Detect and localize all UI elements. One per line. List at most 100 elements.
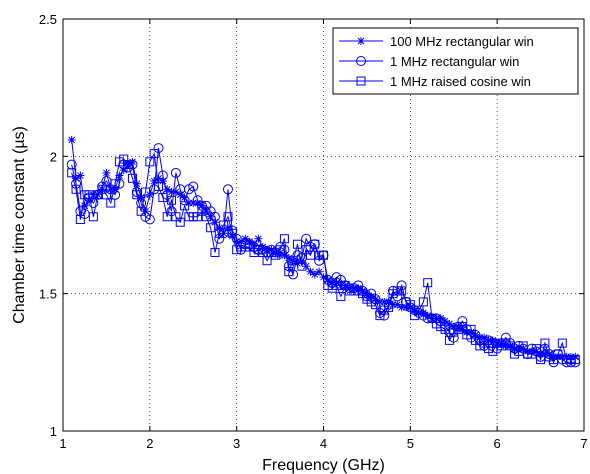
asterisk-marker (254, 234, 263, 243)
series-square (67, 149, 580, 365)
asterisk-marker (150, 177, 159, 186)
square-marker (223, 212, 233, 222)
asterisk-marker (232, 237, 241, 246)
square-marker (336, 291, 346, 301)
circle-marker (196, 200, 207, 211)
circle-marker (157, 170, 168, 181)
asterisk-marker (115, 171, 124, 180)
asterisk-marker (163, 185, 172, 194)
square-marker (384, 302, 394, 312)
legend-label: 100 MHz rectangular win (390, 34, 534, 49)
x-tick-label: 7 (580, 436, 587, 451)
asterisk-marker (241, 234, 250, 243)
square-marker (210, 247, 220, 257)
asterisk-marker (315, 267, 324, 276)
square-marker (180, 201, 190, 211)
square-marker (557, 338, 567, 348)
asterisk-marker (80, 201, 89, 210)
y-tick-label: 1 (50, 424, 57, 439)
square-marker (136, 206, 146, 216)
asterisk-marker (85, 196, 94, 205)
square-marker (140, 187, 150, 197)
square-marker (553, 349, 563, 359)
square-marker (423, 278, 433, 288)
asterisk-marker (280, 251, 289, 260)
asterisk-marker (67, 135, 76, 144)
series-layer (66, 135, 581, 368)
square-marker (310, 239, 320, 249)
asterisk-marker (132, 179, 141, 188)
asterisk-marker (102, 168, 111, 177)
x-axis-label: Frequency (GHz) (262, 457, 385, 474)
asterisk-marker (210, 218, 219, 227)
square-marker (531, 344, 541, 354)
square-marker (167, 195, 177, 205)
square-marker (132, 190, 142, 200)
square-marker (570, 355, 580, 365)
circle-marker (188, 181, 199, 192)
asterisk-marker (384, 297, 393, 306)
square-marker (292, 239, 302, 249)
square-marker (71, 184, 81, 194)
legend-marker (356, 76, 366, 86)
asterisk-marker (397, 303, 406, 312)
x-tick-label: 1 (59, 436, 66, 451)
asterisk-marker (310, 270, 319, 279)
asterisk-marker (319, 273, 328, 282)
y-tick-label: 2 (50, 149, 57, 164)
x-tick-label: 6 (494, 436, 501, 451)
legend-marker (357, 37, 365, 45)
asterisk-marker (480, 333, 489, 342)
square-marker (67, 168, 77, 178)
square-marker (75, 215, 85, 225)
asterisk-marker (189, 199, 198, 208)
square-marker (284, 267, 294, 277)
square-marker (371, 300, 381, 310)
circle-marker (144, 214, 155, 225)
square-marker (536, 355, 546, 365)
asterisk-marker (171, 188, 180, 197)
asterisk-marker (193, 199, 202, 208)
square-marker (175, 217, 185, 227)
square-marker (84, 190, 94, 200)
y-axis-label: Chamber time constant (µs) (11, 126, 28, 324)
legend-label: 1 MHz rectangular win (390, 54, 519, 69)
square-marker (466, 324, 476, 334)
legend: 100 MHz rectangular win 1 MHz rectangular… (332, 27, 579, 95)
x-tick-label: 3 (233, 436, 240, 451)
circle-marker (170, 167, 181, 178)
square-marker (319, 250, 328, 260)
asterisk-marker (380, 297, 389, 306)
asterisk-marker (119, 166, 128, 175)
square-marker (227, 228, 237, 238)
asterisk-marker (176, 190, 185, 199)
square-marker (540, 338, 550, 348)
square-marker (332, 280, 342, 290)
asterisk-marker (158, 177, 167, 186)
y-tick-label: 1.5 (39, 287, 57, 302)
square-marker (297, 261, 307, 271)
legend-marker (356, 56, 366, 66)
circle-marker (301, 233, 312, 244)
square-marker (110, 179, 120, 189)
asterisk-marker (306, 267, 315, 276)
legend-label: 1 MHz raised cosine win (390, 74, 531, 89)
asterisk-marker (393, 300, 402, 309)
square-marker (405, 300, 415, 310)
square-marker (158, 193, 168, 203)
asterisk-marker (245, 237, 254, 246)
square-marker (162, 212, 172, 222)
asterisk-marker (536, 350, 545, 359)
square-marker (88, 212, 98, 222)
x-tick-label: 2 (146, 436, 153, 451)
asterisk-marker (72, 174, 81, 183)
x-tick-label: 4 (320, 436, 327, 451)
square-marker (154, 182, 164, 192)
axis-ticks: 1 2 3 4 5 6 7 1 1.5 2 2.5 (39, 12, 588, 451)
circle-marker (222, 184, 233, 195)
asterisk-marker (76, 171, 85, 180)
square-marker (440, 324, 450, 334)
asterisk-marker (154, 174, 163, 183)
square-marker (397, 286, 407, 296)
